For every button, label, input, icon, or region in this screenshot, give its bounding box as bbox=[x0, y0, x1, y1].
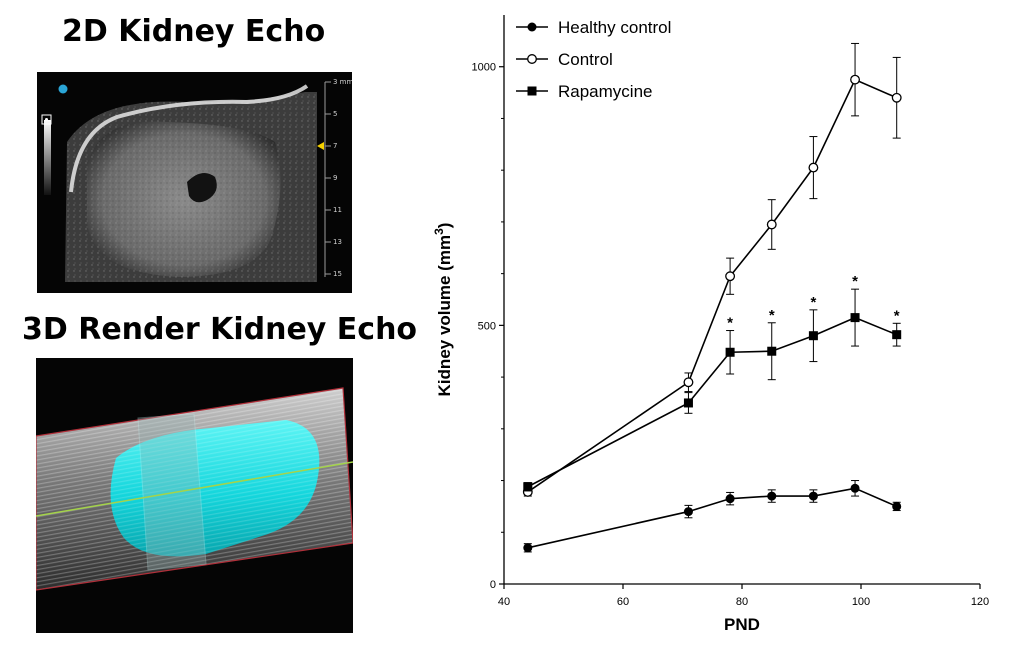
chart-legend: Healthy control Control Rapamycine bbox=[516, 18, 671, 101]
series-0-point-5 bbox=[850, 483, 860, 493]
legend-label-1: Control bbox=[558, 50, 613, 69]
chart-series bbox=[522, 42, 902, 553]
y-tick-label-500: 500 bbox=[478, 320, 496, 332]
depth-label-3: 3 mm bbox=[333, 78, 352, 86]
significance-mark-4: * bbox=[894, 307, 900, 324]
series-2-point-2 bbox=[725, 347, 735, 357]
series-1 bbox=[522, 42, 902, 497]
significance-mark-1: * bbox=[769, 307, 775, 324]
significance-mark-0: * bbox=[727, 315, 733, 332]
depth-label-7: 7 bbox=[333, 142, 337, 150]
series-0-point-4 bbox=[808, 491, 818, 501]
y-axis-title-sup: 3 bbox=[432, 228, 446, 235]
echo-2d-graphic: 3 mm 5 7 9 11 13 15 bbox=[37, 72, 352, 293]
series-0-point-1 bbox=[683, 507, 693, 517]
series-0 bbox=[523, 480, 902, 553]
series-2-point-6 bbox=[892, 330, 902, 340]
legend-label-0: Healthy control bbox=[558, 18, 671, 37]
echo-3d-graphic bbox=[36, 358, 353, 633]
legend-item-2: Rapamycine bbox=[516, 82, 653, 101]
y-axis-title: Kidney volume (mm3) bbox=[432, 223, 454, 397]
series-2 bbox=[523, 288, 902, 492]
y-axis-title-base: Kidney volume (mm bbox=[435, 235, 454, 397]
x-axis-title: PND bbox=[724, 615, 760, 634]
y-tick-label-0: 0 bbox=[490, 579, 496, 591]
depth-label-13: 13 bbox=[333, 238, 342, 246]
y-axis-title-close: ) bbox=[435, 223, 454, 229]
echo-3d-image bbox=[36, 358, 353, 633]
series-1-point-2 bbox=[725, 271, 736, 282]
series-1-point-3 bbox=[766, 219, 777, 230]
series-0-point-3 bbox=[767, 491, 777, 501]
echo-2d-title: 2D Kidney Echo bbox=[62, 14, 326, 49]
legend-label-2: Rapamycine bbox=[558, 82, 653, 101]
y-tick-label-1000: 1000 bbox=[472, 62, 496, 74]
series-1-point-1 bbox=[683, 377, 694, 388]
x-tick-label-100: 100 bbox=[852, 596, 870, 608]
x-tick-label-60: 60 bbox=[617, 596, 629, 608]
x-tick-label-120: 120 bbox=[971, 596, 989, 608]
series-2-point-4 bbox=[808, 331, 818, 341]
series-2-point-5 bbox=[850, 313, 860, 323]
series-2-line bbox=[527, 316, 898, 488]
kidney-volume-chart: 40 60 80 100 120 0 500 1000 * * * * * PND Kidney vo… bbox=[432, 15, 990, 634]
series-0-point-2 bbox=[725, 494, 735, 504]
chart-annotations: * * * * * bbox=[727, 273, 900, 331]
series-1-point-4 bbox=[808, 162, 819, 173]
x-tick-label-80: 80 bbox=[736, 596, 748, 608]
series-1-point-6 bbox=[891, 92, 902, 103]
x-tick-label-40: 40 bbox=[498, 596, 510, 608]
depth-label-9: 9 bbox=[333, 174, 337, 182]
chart-ticks: 40 60 80 100 120 0 500 1000 bbox=[472, 62, 990, 608]
depth-label-15: 15 bbox=[333, 270, 342, 278]
legend-item-1: Control bbox=[516, 50, 613, 69]
series-1-point-5 bbox=[850, 74, 861, 85]
legend-swatch-marker-2 bbox=[527, 86, 537, 96]
series-2-point-3 bbox=[767, 346, 777, 356]
series-2-point-1 bbox=[683, 398, 693, 408]
series-1-line bbox=[527, 78, 898, 493]
depth-label-11: 11 bbox=[333, 206, 342, 214]
series-2-point-0 bbox=[523, 482, 533, 492]
significance-mark-3: * bbox=[852, 273, 858, 290]
series-0-point-0 bbox=[523, 543, 533, 553]
series-0-line bbox=[527, 487, 898, 549]
depth-label-5: 5 bbox=[333, 110, 337, 118]
series-0-point-6 bbox=[892, 501, 902, 511]
significance-mark-2: * bbox=[810, 294, 816, 311]
legend-item-0: Healthy control bbox=[516, 18, 671, 37]
legend-swatch-marker-1 bbox=[527, 54, 537, 64]
legend-swatch-marker-0 bbox=[527, 22, 537, 32]
echo-3d-title: 3D Render Kidney Echo bbox=[22, 312, 418, 347]
echo-2d-image: 3 mm 5 7 9 11 13 15 bbox=[37, 72, 352, 293]
